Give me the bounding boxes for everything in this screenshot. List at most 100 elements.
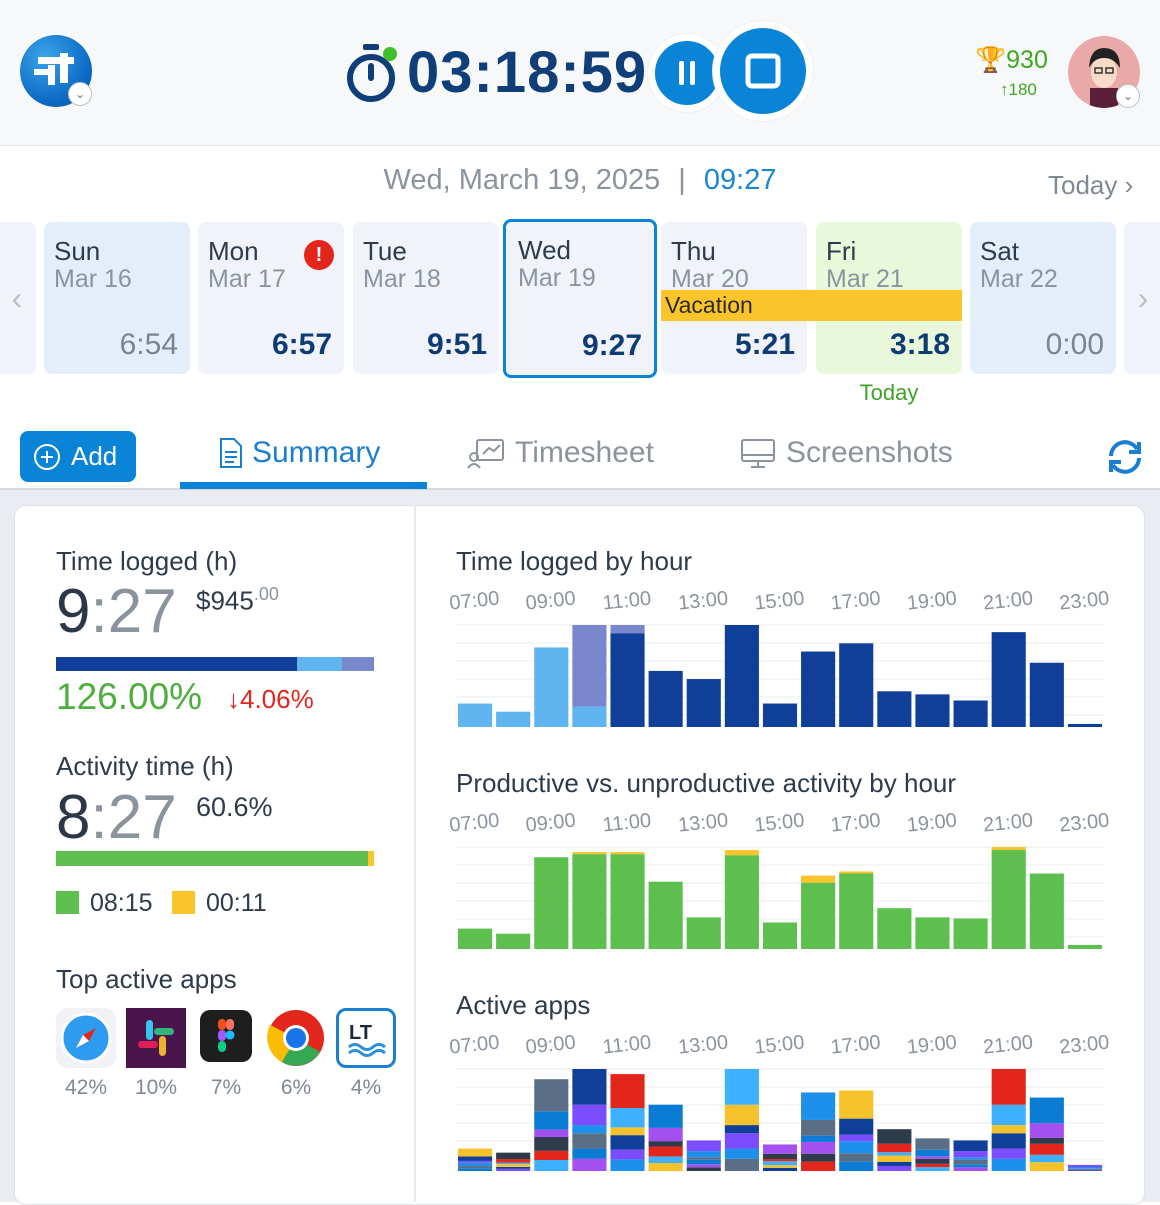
bar — [915, 694, 949, 727]
day-sat[interactable]: Sat Mar 22 0:00 — [970, 222, 1116, 374]
bar-segment — [992, 1125, 1026, 1133]
day-name: Sat — [980, 236, 1106, 267]
bar-segment — [915, 1164, 949, 1167]
bar-segment — [954, 1140, 988, 1151]
add-button[interactable]: Add — [20, 431, 136, 482]
vacation-banner: Vacation — [661, 290, 962, 321]
bar-segment — [572, 1149, 606, 1159]
bar-segment — [649, 1128, 683, 1141]
bar — [1068, 724, 1102, 727]
today-label: Today — [816, 380, 962, 406]
bar-segment — [877, 1162, 911, 1166]
bar-segment — [992, 1069, 1026, 1105]
tick-label: 23:00 — [1058, 809, 1110, 836]
date-separator: | — [678, 164, 686, 196]
day-name: Thu — [671, 236, 797, 267]
tab-summary[interactable]: Summary — [218, 436, 380, 470]
day-hours: 0:00 — [1046, 328, 1104, 362]
refresh-icon[interactable] — [1104, 436, 1146, 478]
top-apps-label: Top active apps — [56, 964, 237, 995]
bar — [534, 857, 568, 949]
tick-label: 17:00 — [830, 587, 882, 614]
bar — [458, 929, 492, 949]
bar-segment — [1030, 1162, 1064, 1171]
bar-segment — [649, 1105, 683, 1128]
amount-value: $945 — [196, 586, 254, 616]
bar — [877, 691, 911, 727]
bar-segment — [763, 1161, 797, 1165]
bar — [649, 882, 683, 949]
activity-colon: : — [90, 783, 107, 852]
bar-segment — [687, 1140, 721, 1151]
date-text: Wed, March 19, 2025 — [384, 164, 661, 196]
bar-segment — [534, 1137, 568, 1151]
unproductive-swatch — [172, 891, 195, 914]
day-date: Mar 19 — [518, 264, 642, 293]
timesheet-icon — [467, 437, 505, 469]
bar — [610, 633, 644, 727]
figma-icon — [200, 1010, 252, 1062]
time-bar-segment-light — [297, 657, 342, 671]
day-name: Fri — [826, 236, 952, 267]
bar — [801, 876, 835, 883]
chevron-down-icon[interactable]: ⌄ — [68, 82, 92, 106]
chevron-right-icon[interactable]: › — [1128, 222, 1158, 374]
time-logged-colon: : — [90, 577, 107, 646]
pause-icon — [655, 41, 719, 105]
chevron-left-icon[interactable]: ‹ — [2, 222, 32, 374]
bar-segment — [1068, 1170, 1102, 1171]
active-tab-indicator — [180, 482, 427, 489]
app-percent: 42% — [56, 1076, 116, 1100]
bar-segment — [839, 1119, 873, 1135]
bar — [496, 712, 530, 727]
tick-label: 17:00 — [830, 809, 882, 836]
day-tue[interactable]: Tue Mar 18 9:51 — [353, 222, 499, 374]
bar — [992, 850, 1026, 949]
day-mon[interactable]: Mon Mar 17 ! 6:57 — [198, 222, 344, 374]
activity-bar-productive — [56, 851, 368, 866]
day-hours: 5:21 — [735, 328, 795, 362]
bar-segment — [992, 1149, 1026, 1159]
bar-segment — [458, 1166, 492, 1168]
bar-segment — [1030, 1138, 1064, 1144]
bar-segment — [1030, 1098, 1064, 1124]
time-logged-value: 9:27 — [56, 576, 177, 647]
chevron-down-icon[interactable]: ⌄ — [1116, 84, 1140, 108]
activity-value: 8:27 — [56, 782, 177, 853]
bar-segment — [1068, 1169, 1102, 1170]
unproductive-time: 00:11 — [206, 889, 267, 918]
bar — [610, 625, 644, 633]
bar-segment — [572, 1069, 606, 1105]
safari-icon — [56, 1008, 116, 1068]
bar-segment — [763, 1165, 797, 1168]
today-link[interactable]: Today › — [1048, 170, 1133, 201]
day-sun[interactable]: Sun Mar 16 6:54 — [44, 222, 190, 374]
day-wed[interactable]: Wed Mar 19 9:27 — [503, 219, 657, 378]
bar — [496, 934, 530, 949]
selected-date: Wed, March 19, 2025 | 09:27 — [0, 164, 1160, 197]
tab-summary-label: Summary — [252, 436, 380, 470]
bar-segment — [801, 1142, 835, 1154]
bar-segment — [572, 1125, 606, 1133]
tick-label: 21:00 — [982, 1031, 1034, 1058]
bar — [877, 908, 911, 949]
tick-label: 23:00 — [1058, 587, 1110, 614]
tick-label: 11:00 — [602, 1032, 653, 1059]
languagetool-icon: LT — [336, 1008, 396, 1068]
bar-segment — [954, 1167, 988, 1171]
bar — [763, 704, 797, 727]
bar — [725, 855, 759, 949]
stop-button[interactable] — [713, 21, 813, 121]
tick-label: 11:00 — [602, 588, 653, 615]
tab-timesheet[interactable]: Timesheet — [467, 436, 654, 470]
app-percent: 4% — [336, 1076, 396, 1100]
bar — [572, 707, 606, 727]
bar-segment — [915, 1167, 949, 1171]
bar-segment — [877, 1156, 911, 1162]
bar-segment — [763, 1144, 797, 1153]
time-logged-label: Time logged (h) — [56, 546, 237, 577]
bar-segment — [992, 1105, 1026, 1125]
bar — [534, 647, 568, 727]
bar-segment — [458, 1156, 492, 1160]
tab-screenshots[interactable]: Screenshots — [740, 436, 953, 470]
